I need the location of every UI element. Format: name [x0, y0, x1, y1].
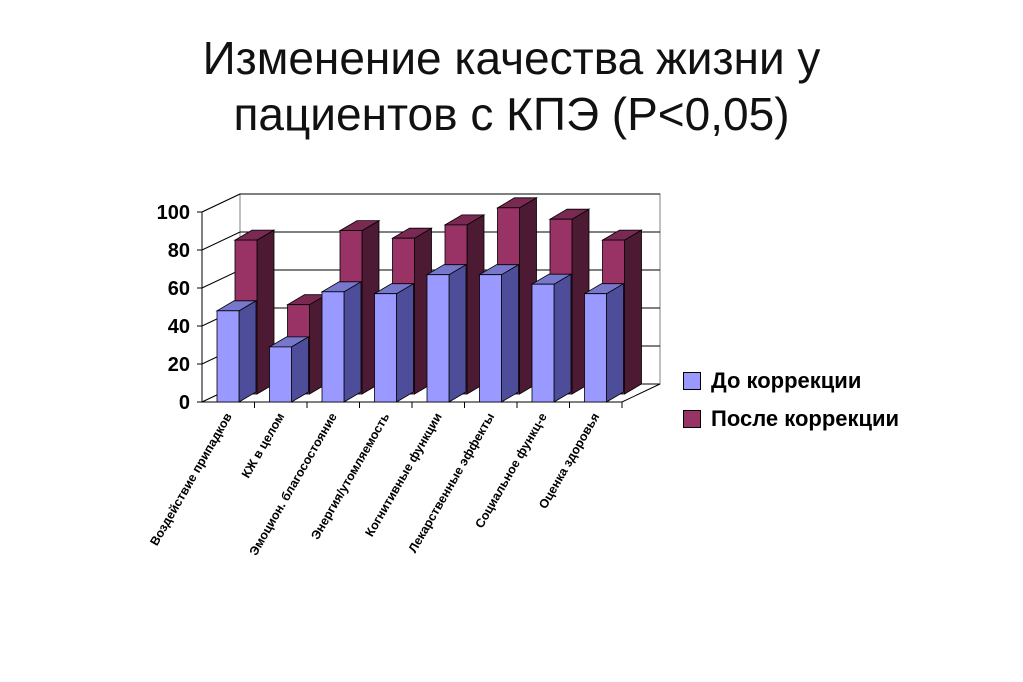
title-line-2: пациентов с КПЭ (Р<0,05) — [233, 88, 790, 140]
legend-item-before: До коррекции — [683, 362, 899, 400]
y-tick-label: 60 — [168, 278, 190, 300]
legend-swatch-after — [683, 410, 701, 428]
y-tick-label: 20 — [168, 354, 190, 376]
bar-before — [320, 281, 363, 403]
y-axis-ticks: 0 20 40 60 80 100 — [157, 202, 203, 414]
bar-before — [530, 273, 573, 403]
bar-before — [583, 283, 625, 403]
y-tick-label: 0 — [179, 392, 190, 414]
bar-before — [215, 300, 258, 403]
bar-before — [478, 264, 520, 403]
x-category-label: КЖ в целом — [239, 411, 287, 481]
legend-item-after: После коррекции — [683, 400, 899, 438]
legend-swatch-before — [683, 372, 701, 390]
slide-title: Изменение качества жизни у пациентов с К… — [0, 30, 1023, 142]
chart-legend: До коррекции После коррекции — [683, 362, 899, 438]
y-tick-label: 80 — [168, 240, 190, 262]
x-category-label: Воздействие припадков — [147, 410, 235, 548]
bar-before — [268, 336, 310, 403]
chart-bars — [215, 197, 643, 403]
x-category-label: Оценка здоровья — [536, 411, 602, 512]
legend-label-before: До коррекции — [711, 368, 862, 393]
title-line-1: Изменение качества жизни у — [202, 32, 821, 84]
gridline — [201, 193, 660, 213]
bar-before — [373, 283, 415, 403]
x-axis-labels: Воздействие припадков КЖ в целомЭмоцион. … — [147, 402, 623, 558]
x-category-label: Эмоцион. благосостояние — [247, 410, 340, 558]
y-tick-label: 100 — [157, 202, 190, 224]
y-tick-label: 40 — [168, 316, 190, 338]
bar-before — [425, 264, 468, 403]
legend-label-after: После коррекции — [711, 406, 900, 431]
